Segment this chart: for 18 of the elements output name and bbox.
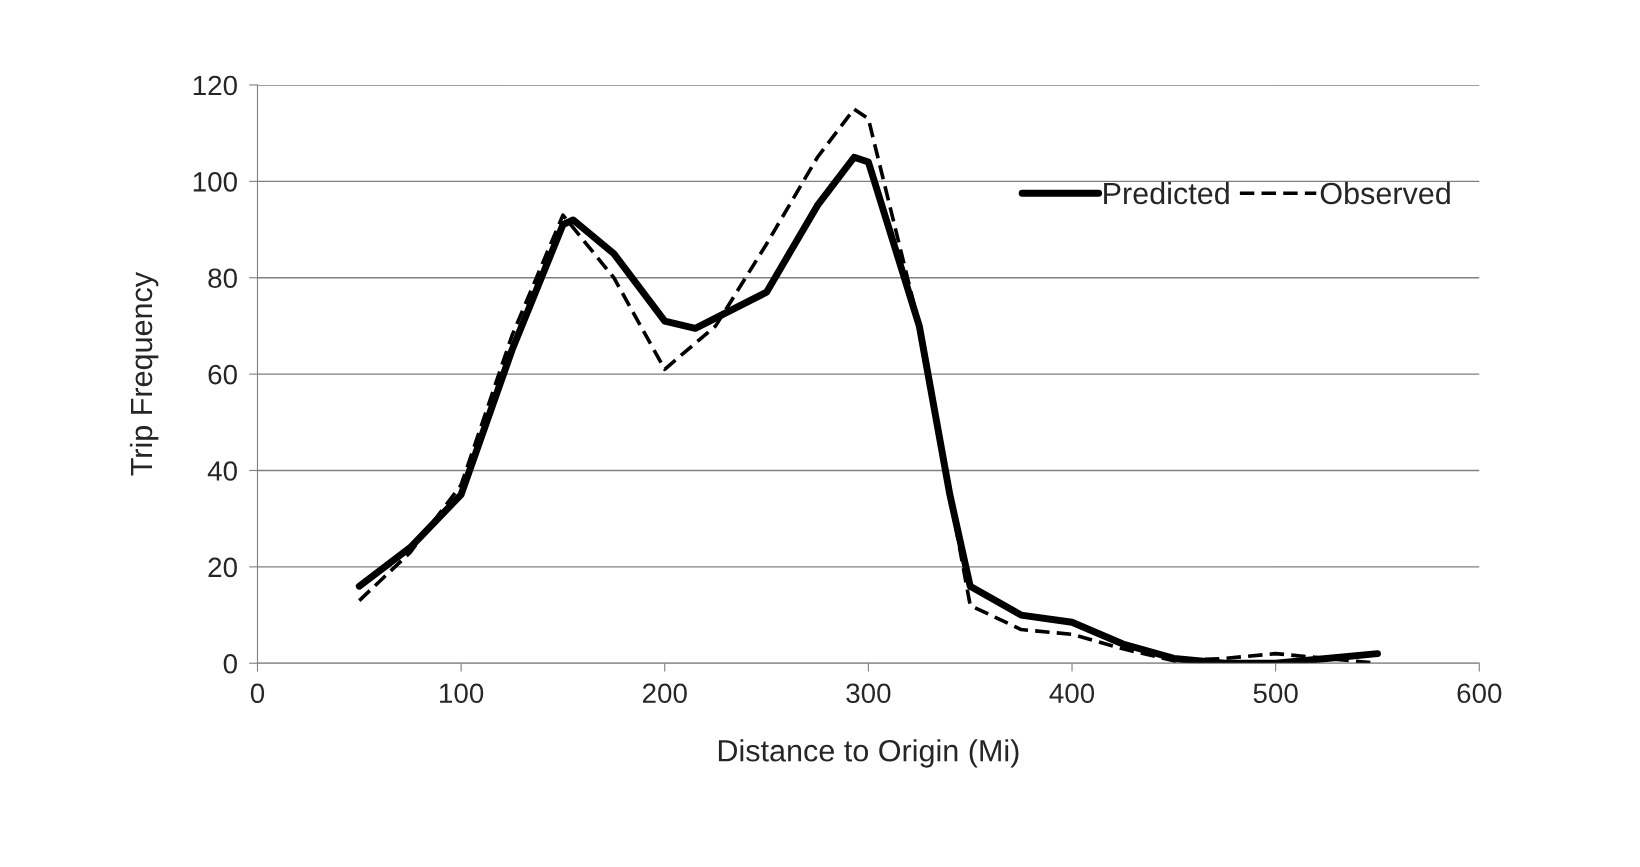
- y-axis-title: Trip Frequency: [129, 272, 159, 476]
- x-tick-label: 0: [250, 683, 265, 704]
- y-tick-label: 20: [208, 557, 237, 578]
- y-tick-label: 0: [223, 653, 237, 674]
- y-tick-label: 120: [193, 75, 237, 96]
- x-tick-label: 400: [1049, 683, 1095, 704]
- y-tick-label: 100: [193, 172, 237, 192]
- x-axis-title: Distance to Origin (Mi): [718, 739, 1019, 768]
- legend-label: Predicted: [1104, 181, 1229, 205]
- x-tick-label: 500: [1253, 683, 1298, 704]
- x-tick-label: 200: [642, 683, 687, 704]
- x-tick-label: 600: [1457, 683, 1502, 704]
- y-tick-label: 60: [208, 364, 237, 385]
- legend-label: Observed: [1320, 181, 1450, 205]
- y-tick-label: 80: [208, 268, 237, 289]
- x-tick-label: 300: [846, 683, 891, 704]
- y-tick-label: 40: [207, 461, 237, 481]
- x-tick-label: 100: [440, 683, 484, 704]
